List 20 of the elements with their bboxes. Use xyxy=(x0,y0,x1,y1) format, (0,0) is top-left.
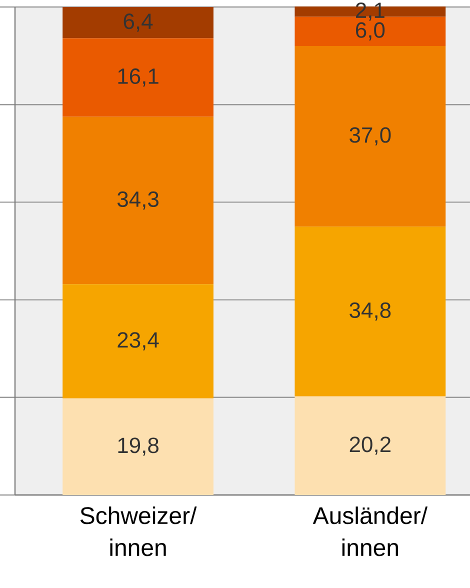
bar xyxy=(294,226,446,396)
bar xyxy=(62,38,214,117)
data-label: 34,8 xyxy=(350,302,391,321)
data-label: 6,0 xyxy=(356,22,385,40)
x-tick-label: Schweizer/innen xyxy=(80,506,197,556)
data-label: 37,0 xyxy=(350,127,391,146)
data-label: 6,4 xyxy=(124,14,153,32)
x-tick-label: Ausländer/innen xyxy=(312,506,428,556)
bar xyxy=(294,396,446,495)
data-label: 16,1 xyxy=(118,68,158,87)
bar xyxy=(62,284,214,398)
data-label: 19,8 xyxy=(118,438,158,456)
bar xyxy=(62,7,214,38)
data-label: 34,3 xyxy=(117,191,158,210)
bar xyxy=(62,116,214,284)
data-label: 23,4 xyxy=(118,332,159,350)
data-label: 2,1 xyxy=(356,2,384,21)
bar xyxy=(62,398,214,495)
bar xyxy=(294,46,446,227)
data-label: 20,2 xyxy=(350,436,390,455)
